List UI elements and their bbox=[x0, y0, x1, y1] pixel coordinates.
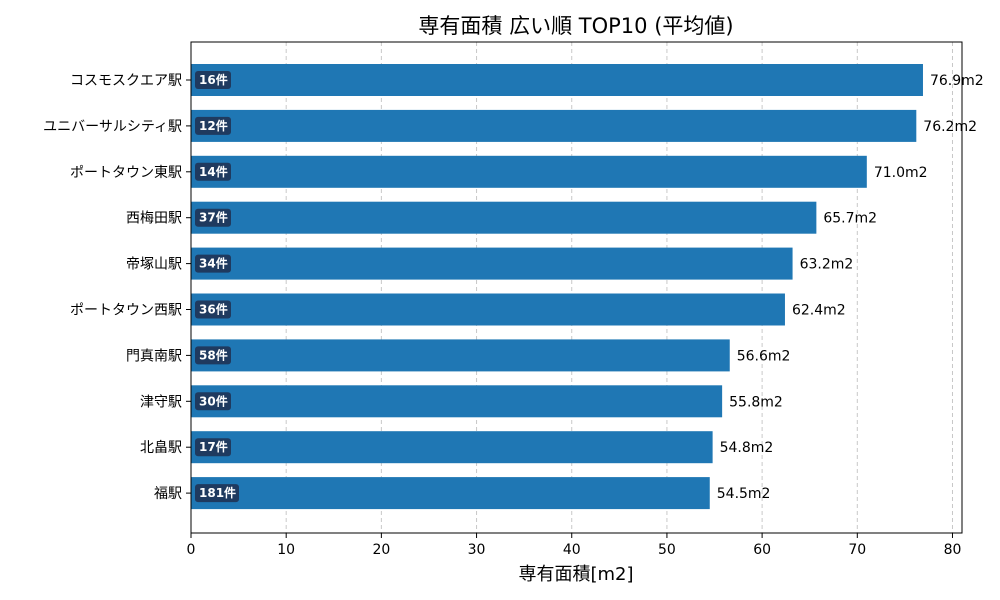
count-badge bbox=[195, 208, 231, 227]
category-label: 帝塚山駅 bbox=[126, 257, 182, 273]
count-label: 181件 bbox=[199, 485, 236, 500]
bar bbox=[191, 477, 710, 510]
value-label: 76.9m2 bbox=[930, 73, 984, 89]
count-badge bbox=[195, 392, 231, 411]
tick-layer: 0 10 20 30 40 50 60 70 80 bbox=[186, 79, 962, 558]
count-badge bbox=[195, 71, 231, 89]
count-label: 37件 bbox=[199, 210, 228, 225]
count-badge bbox=[195, 484, 239, 503]
axes-frame bbox=[190, 41, 963, 534]
bar bbox=[191, 431, 713, 464]
bar bbox=[191, 109, 917, 142]
x-tick-label: 70 bbox=[848, 542, 866, 558]
value-label: 54.8m2 bbox=[720, 440, 774, 456]
bar bbox=[191, 293, 785, 326]
bar-layer bbox=[191, 64, 923, 510]
count-badge bbox=[195, 116, 231, 135]
count-badge bbox=[195, 162, 231, 181]
bar bbox=[191, 201, 817, 234]
chart-title: 専有面積 広い順 TOP10 (平均値) bbox=[418, 14, 733, 38]
count-label: 36件 bbox=[199, 302, 228, 317]
bar bbox=[191, 339, 730, 372]
count-label: 16件 bbox=[199, 72, 228, 87]
count-label: 30件 bbox=[199, 393, 228, 408]
count-label: 34件 bbox=[199, 256, 228, 271]
category-label: 津守駅 bbox=[140, 394, 182, 410]
x-tick-label: 60 bbox=[753, 542, 771, 558]
value-label: 71.0m2 bbox=[874, 165, 928, 181]
x-tick-label: 30 bbox=[468, 542, 486, 558]
value-label: 76.2m2 bbox=[923, 119, 977, 135]
value-label: 63.2m2 bbox=[800, 257, 854, 273]
count-badge bbox=[195, 300, 231, 319]
count-badge bbox=[195, 346, 231, 365]
category-label: コスモスクエア駅 bbox=[70, 73, 182, 89]
category-label: ポートタウン西駅 bbox=[70, 303, 182, 319]
category-label: ポートタウン東駅 bbox=[70, 165, 182, 181]
bar bbox=[191, 64, 923, 96]
x-tick-label: 20 bbox=[372, 542, 390, 558]
category-label: 西梅田駅 bbox=[126, 211, 182, 227]
category-label: 福駅 bbox=[154, 486, 182, 502]
x-tick-label: 40 bbox=[563, 542, 581, 558]
count-badge bbox=[195, 438, 231, 457]
category-label: ユニバーサルシティ駅 bbox=[43, 119, 182, 135]
x-tick-label: 0 bbox=[187, 542, 196, 558]
bar bbox=[191, 385, 723, 418]
value-label: 56.6m2 bbox=[737, 348, 791, 364]
bar bbox=[191, 247, 793, 280]
count-label: 14件 bbox=[199, 164, 228, 179]
bar bbox=[191, 155, 867, 188]
count-badge bbox=[195, 254, 231, 273]
value-label: 62.4m2 bbox=[792, 303, 846, 319]
x-tick-label: 10 bbox=[277, 542, 295, 558]
value-label: 55.8m2 bbox=[729, 394, 783, 410]
x-tick-label: 50 bbox=[658, 542, 676, 558]
x-axis-label: 専有面積[m2] bbox=[518, 564, 633, 585]
count-label: 12件 bbox=[199, 118, 228, 133]
count-label: 58件 bbox=[199, 347, 228, 362]
count-label: 17件 bbox=[199, 439, 228, 454]
value-label: 54.5m2 bbox=[717, 486, 771, 502]
value-label: 65.7m2 bbox=[823, 211, 877, 227]
x-tick-label: 80 bbox=[944, 542, 962, 558]
category-label: 門真南駅 bbox=[126, 348, 182, 364]
category-label: 北畠駅 bbox=[140, 439, 182, 456]
